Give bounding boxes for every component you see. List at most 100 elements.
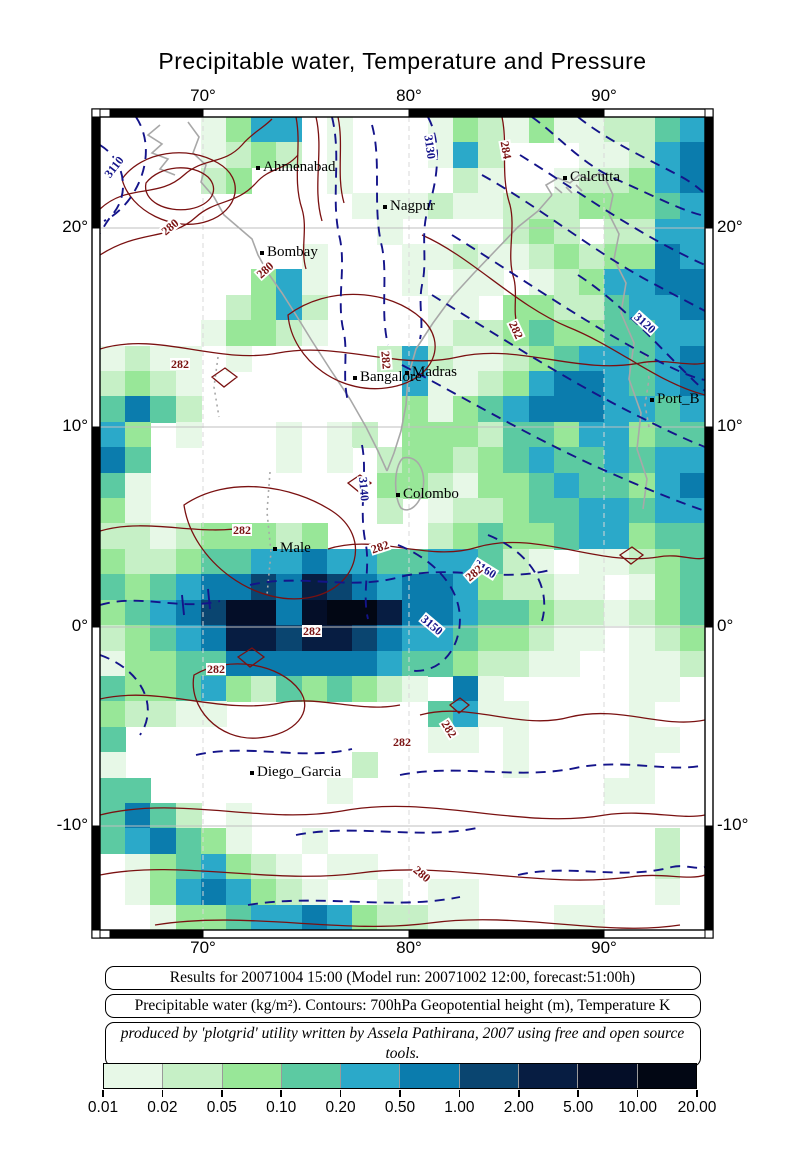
pw-cell (251, 548, 278, 575)
pw-cell (654, 472, 681, 499)
pw-cell (654, 498, 681, 525)
pw-cell (528, 650, 555, 677)
colorbar-segment (518, 1064, 578, 1088)
pw-cell (226, 675, 252, 703)
city-label: Nagpur (390, 198, 435, 214)
lat-tick-label: 0° (71, 616, 88, 635)
pw-cell (578, 142, 605, 169)
pw-cell (629, 447, 656, 474)
lon-tick-label: 70° (190, 938, 216, 957)
pw-cell (503, 752, 530, 779)
pw-cell (679, 218, 705, 245)
pw-cell (200, 701, 227, 728)
pw-cell (427, 498, 454, 525)
colorbar-tick (399, 1090, 401, 1097)
pw-cell (427, 904, 454, 930)
colorbar-tick (102, 1090, 104, 1097)
pw-cell (604, 777, 631, 804)
city-label: Diego_Garcia (257, 764, 342, 780)
city-label: Port_B (657, 391, 700, 407)
pw-cell (654, 828, 681, 855)
lat-tick-label: 0° (717, 616, 734, 635)
pw-cell (427, 447, 454, 474)
pw-cell (251, 625, 278, 652)
pw-cell (200, 904, 227, 930)
pw-cell (452, 675, 479, 703)
city-dot-icon (650, 398, 654, 402)
contour-label: 280 (253, 258, 277, 282)
pw-cell (175, 701, 202, 728)
pw-cell (175, 574, 202, 601)
pw-cell (629, 574, 656, 601)
pw-cell (226, 142, 252, 169)
pw-cell (629, 777, 656, 804)
pw-cell (604, 345, 631, 372)
pw-cell (125, 777, 152, 804)
lat-tick-label: -10° (56, 815, 88, 834)
pw-cell (150, 828, 177, 855)
pw-cell (402, 650, 429, 677)
pw-cell (629, 244, 656, 271)
pw-cell (251, 523, 278, 550)
colorbar-segment (104, 1064, 163, 1088)
pw-cell (427, 574, 454, 601)
pw-cell (679, 320, 705, 347)
colorbar-tick (636, 1090, 639, 1097)
pw-cell (654, 574, 681, 601)
pw-cell (553, 472, 580, 499)
pw-cell (503, 421, 530, 448)
pw-cell (553, 599, 580, 626)
pw-cell (326, 599, 353, 626)
pw-cell (377, 675, 404, 703)
pw-cell (125, 421, 152, 448)
pw-cell (528, 599, 555, 626)
pw-cell (100, 371, 126, 398)
pw-cell (326, 421, 353, 448)
colorbar-segment (636, 1064, 696, 1088)
lon-tick-label: 90° (591, 86, 617, 105)
pw-cell (553, 320, 580, 347)
pw-cell (528, 117, 555, 144)
pw-cell (578, 193, 605, 220)
pw-cell (629, 142, 656, 169)
pw-cell (654, 625, 681, 652)
pw-cell (100, 574, 126, 601)
pw-cell (679, 523, 705, 550)
colorbar-segment (340, 1064, 400, 1088)
pw-cell (478, 599, 505, 626)
pw-cell (352, 675, 378, 703)
pw-cell (150, 625, 177, 652)
pw-cell (553, 396, 580, 423)
pw-cell (578, 523, 605, 550)
pw-cell (100, 498, 126, 525)
colorbar-segment (280, 1064, 341, 1088)
contour-label: 282 (232, 523, 252, 537)
pw-cell (326, 447, 353, 474)
pw-cell (326, 777, 353, 804)
pw-cell (478, 269, 505, 296)
pw-cell (679, 472, 705, 499)
map-annotations: 3110 3130 3120 3140 3160 3150 280 280 284 282 282 2… (100, 117, 705, 930)
colorbar-tick (339, 1090, 342, 1097)
pw-cell (251, 320, 278, 347)
precipitable-water-cells (100, 117, 705, 930)
pw-cell (452, 879, 479, 906)
lon-tick-label: 70° (190, 86, 216, 105)
colorbar (103, 1063, 697, 1089)
colorbar-tick (577, 1090, 579, 1097)
pw-cell (679, 371, 705, 398)
pw-cell (226, 853, 252, 880)
pw-cell (276, 599, 303, 626)
pw-cell (528, 421, 555, 448)
pw-cell (175, 650, 202, 677)
pw-cell (452, 472, 479, 499)
pw-cell (478, 447, 505, 474)
pw-cell (553, 498, 580, 525)
pw-cell (629, 675, 656, 703)
pw-cell (503, 244, 530, 271)
pw-cell (629, 193, 656, 220)
pw-cell (276, 447, 303, 474)
pw-cell (452, 117, 479, 144)
pw-cell (175, 879, 202, 906)
pw-cell (679, 574, 705, 601)
